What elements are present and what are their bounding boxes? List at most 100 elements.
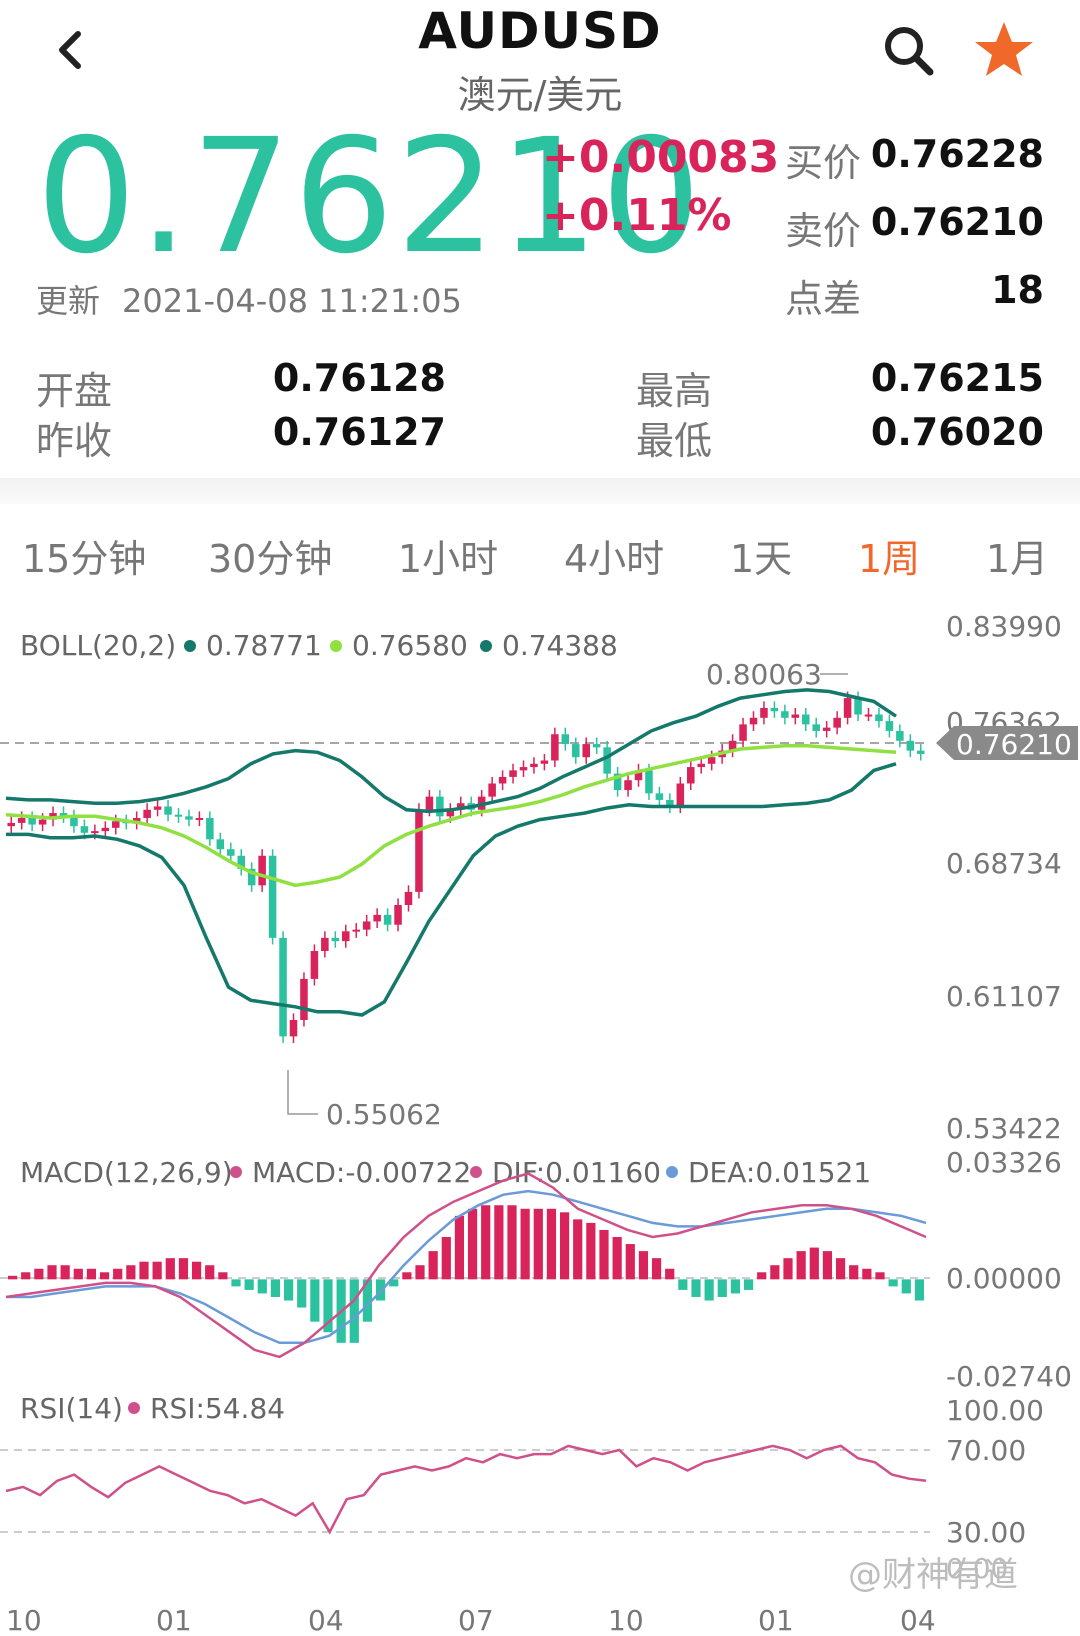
tab-1month[interactable]: 1月 xyxy=(986,537,1049,581)
boll-lower-line xyxy=(6,762,897,1017)
y-tick-price-top: 0.83990 xyxy=(946,610,1062,643)
low-label: 最低 xyxy=(636,419,713,463)
min-marker-line xyxy=(287,1070,318,1115)
macd-bar xyxy=(441,1237,451,1280)
macd-bar xyxy=(205,1265,215,1280)
candle-body xyxy=(404,891,413,906)
macd-bar xyxy=(770,1265,780,1280)
macd-bar xyxy=(454,1215,465,1280)
macd-bar xyxy=(730,1279,741,1294)
y-tick-macd-top: 0.03326 xyxy=(946,1146,1062,1179)
candle-body xyxy=(833,717,841,728)
candle-body xyxy=(551,734,559,761)
candle-body xyxy=(875,714,883,722)
macd-bar xyxy=(113,1268,123,1280)
boll-upper-line xyxy=(5,688,897,814)
candle-body xyxy=(247,868,256,886)
macd-bar xyxy=(783,1258,793,1280)
candle-body xyxy=(561,734,570,745)
rsi-legend-name: RSI(14) xyxy=(20,1392,123,1425)
tab-4hour[interactable]: 4小时 xyxy=(564,537,665,581)
spread-value: 18 xyxy=(991,268,1044,312)
macd-bar xyxy=(191,1261,202,1280)
macd-bar xyxy=(73,1268,83,1280)
candle-body xyxy=(174,814,183,817)
watermark: @财神有道 xyxy=(848,1555,1018,1595)
candle-body xyxy=(38,819,47,825)
candle-body xyxy=(436,796,444,817)
page-title: AUDUSD xyxy=(418,2,662,60)
macd-bar xyxy=(743,1279,754,1290)
prev-close-label: 昨收 xyxy=(36,419,113,463)
current-price-tag xyxy=(936,726,1078,760)
section-divider xyxy=(0,478,1080,504)
candle-body xyxy=(373,914,381,922)
candle-body xyxy=(572,744,580,758)
macd-bar xyxy=(402,1272,412,1280)
boll-upper-dot xyxy=(184,640,196,652)
tab-1week[interactable]: 1周 xyxy=(858,537,921,581)
y-tick-macd-zero: 0.00000 xyxy=(946,1262,1062,1295)
bid-label: 买价 xyxy=(785,141,862,185)
candle-body xyxy=(676,783,685,807)
candle-body xyxy=(488,783,496,797)
update-timestamp: 2021-04-08 11:21:05 xyxy=(122,282,462,320)
rsi-line xyxy=(5,1444,927,1535)
macd-bar xyxy=(231,1279,241,1287)
y-tick-price-2: 0.68734 xyxy=(946,847,1062,880)
prev-close-value: 0.76127 xyxy=(272,410,446,454)
macd-bar xyxy=(126,1265,136,1280)
y-tick-price-3: 0.61107 xyxy=(946,980,1062,1013)
favorite-star-icon[interactable] xyxy=(972,18,1036,82)
page-subtitle: 澳元/美元 xyxy=(457,73,623,117)
macd-bar xyxy=(244,1279,254,1290)
boll-lower-value: 0.74388 xyxy=(502,629,618,662)
candle-body xyxy=(592,744,601,748)
candle-body xyxy=(791,714,800,718)
candle-body xyxy=(728,740,737,751)
candle-body xyxy=(227,849,235,856)
candle-body xyxy=(864,714,873,717)
rsi-dot xyxy=(128,1402,140,1414)
boll-upper-value: 0.78771 xyxy=(206,629,322,662)
candle-body xyxy=(153,806,162,810)
search-icon[interactable] xyxy=(880,22,940,82)
kline-chart[interactable]: BOLL(20,2) 0.78771 0.76580 0.74388 0.839… xyxy=(0,600,1080,1636)
high-value: 0.76215 xyxy=(870,356,1044,400)
candle-body xyxy=(310,950,319,979)
tab-1hour[interactable]: 1小时 xyxy=(398,537,499,581)
macd-bar xyxy=(704,1279,714,1301)
macd-bar xyxy=(796,1251,806,1280)
tab-30min[interactable]: 30分钟 xyxy=(208,537,333,581)
macd-bar xyxy=(389,1279,399,1287)
price-change-percent: +0.11% xyxy=(542,190,732,241)
macd-bar xyxy=(559,1212,570,1280)
macd-bar xyxy=(809,1247,819,1280)
macd-bar xyxy=(283,1279,294,1301)
macd-bar xyxy=(99,1272,110,1280)
macd-bar xyxy=(152,1261,162,1280)
tab-15min[interactable]: 15分钟 xyxy=(22,537,147,581)
candle-body xyxy=(91,831,99,834)
candle-body xyxy=(383,914,392,925)
macd-bar xyxy=(481,1205,491,1280)
x-tick-3: 04 xyxy=(308,1604,344,1636)
dea-dot xyxy=(666,1166,678,1178)
back-icon[interactable] xyxy=(52,20,112,80)
candle-body xyxy=(906,740,915,751)
macd-bar xyxy=(362,1279,373,1322)
boll-lower-dot xyxy=(480,640,492,652)
min-price-label: 0.55062 xyxy=(326,1098,442,1131)
candle-body xyxy=(28,817,36,825)
candle-body xyxy=(268,855,277,938)
candle-body xyxy=(446,809,455,817)
macd-bar xyxy=(47,1265,57,1280)
x-tick-7: 04 xyxy=(900,1604,936,1636)
candle-body xyxy=(101,827,110,832)
price-change: +0.00083 xyxy=(542,132,780,183)
macd-bar xyxy=(21,1272,31,1280)
candle-body xyxy=(7,822,15,827)
candle-body xyxy=(509,770,517,777)
tab-1day[interactable]: 1天 xyxy=(730,537,793,581)
macd-bar xyxy=(270,1279,281,1297)
